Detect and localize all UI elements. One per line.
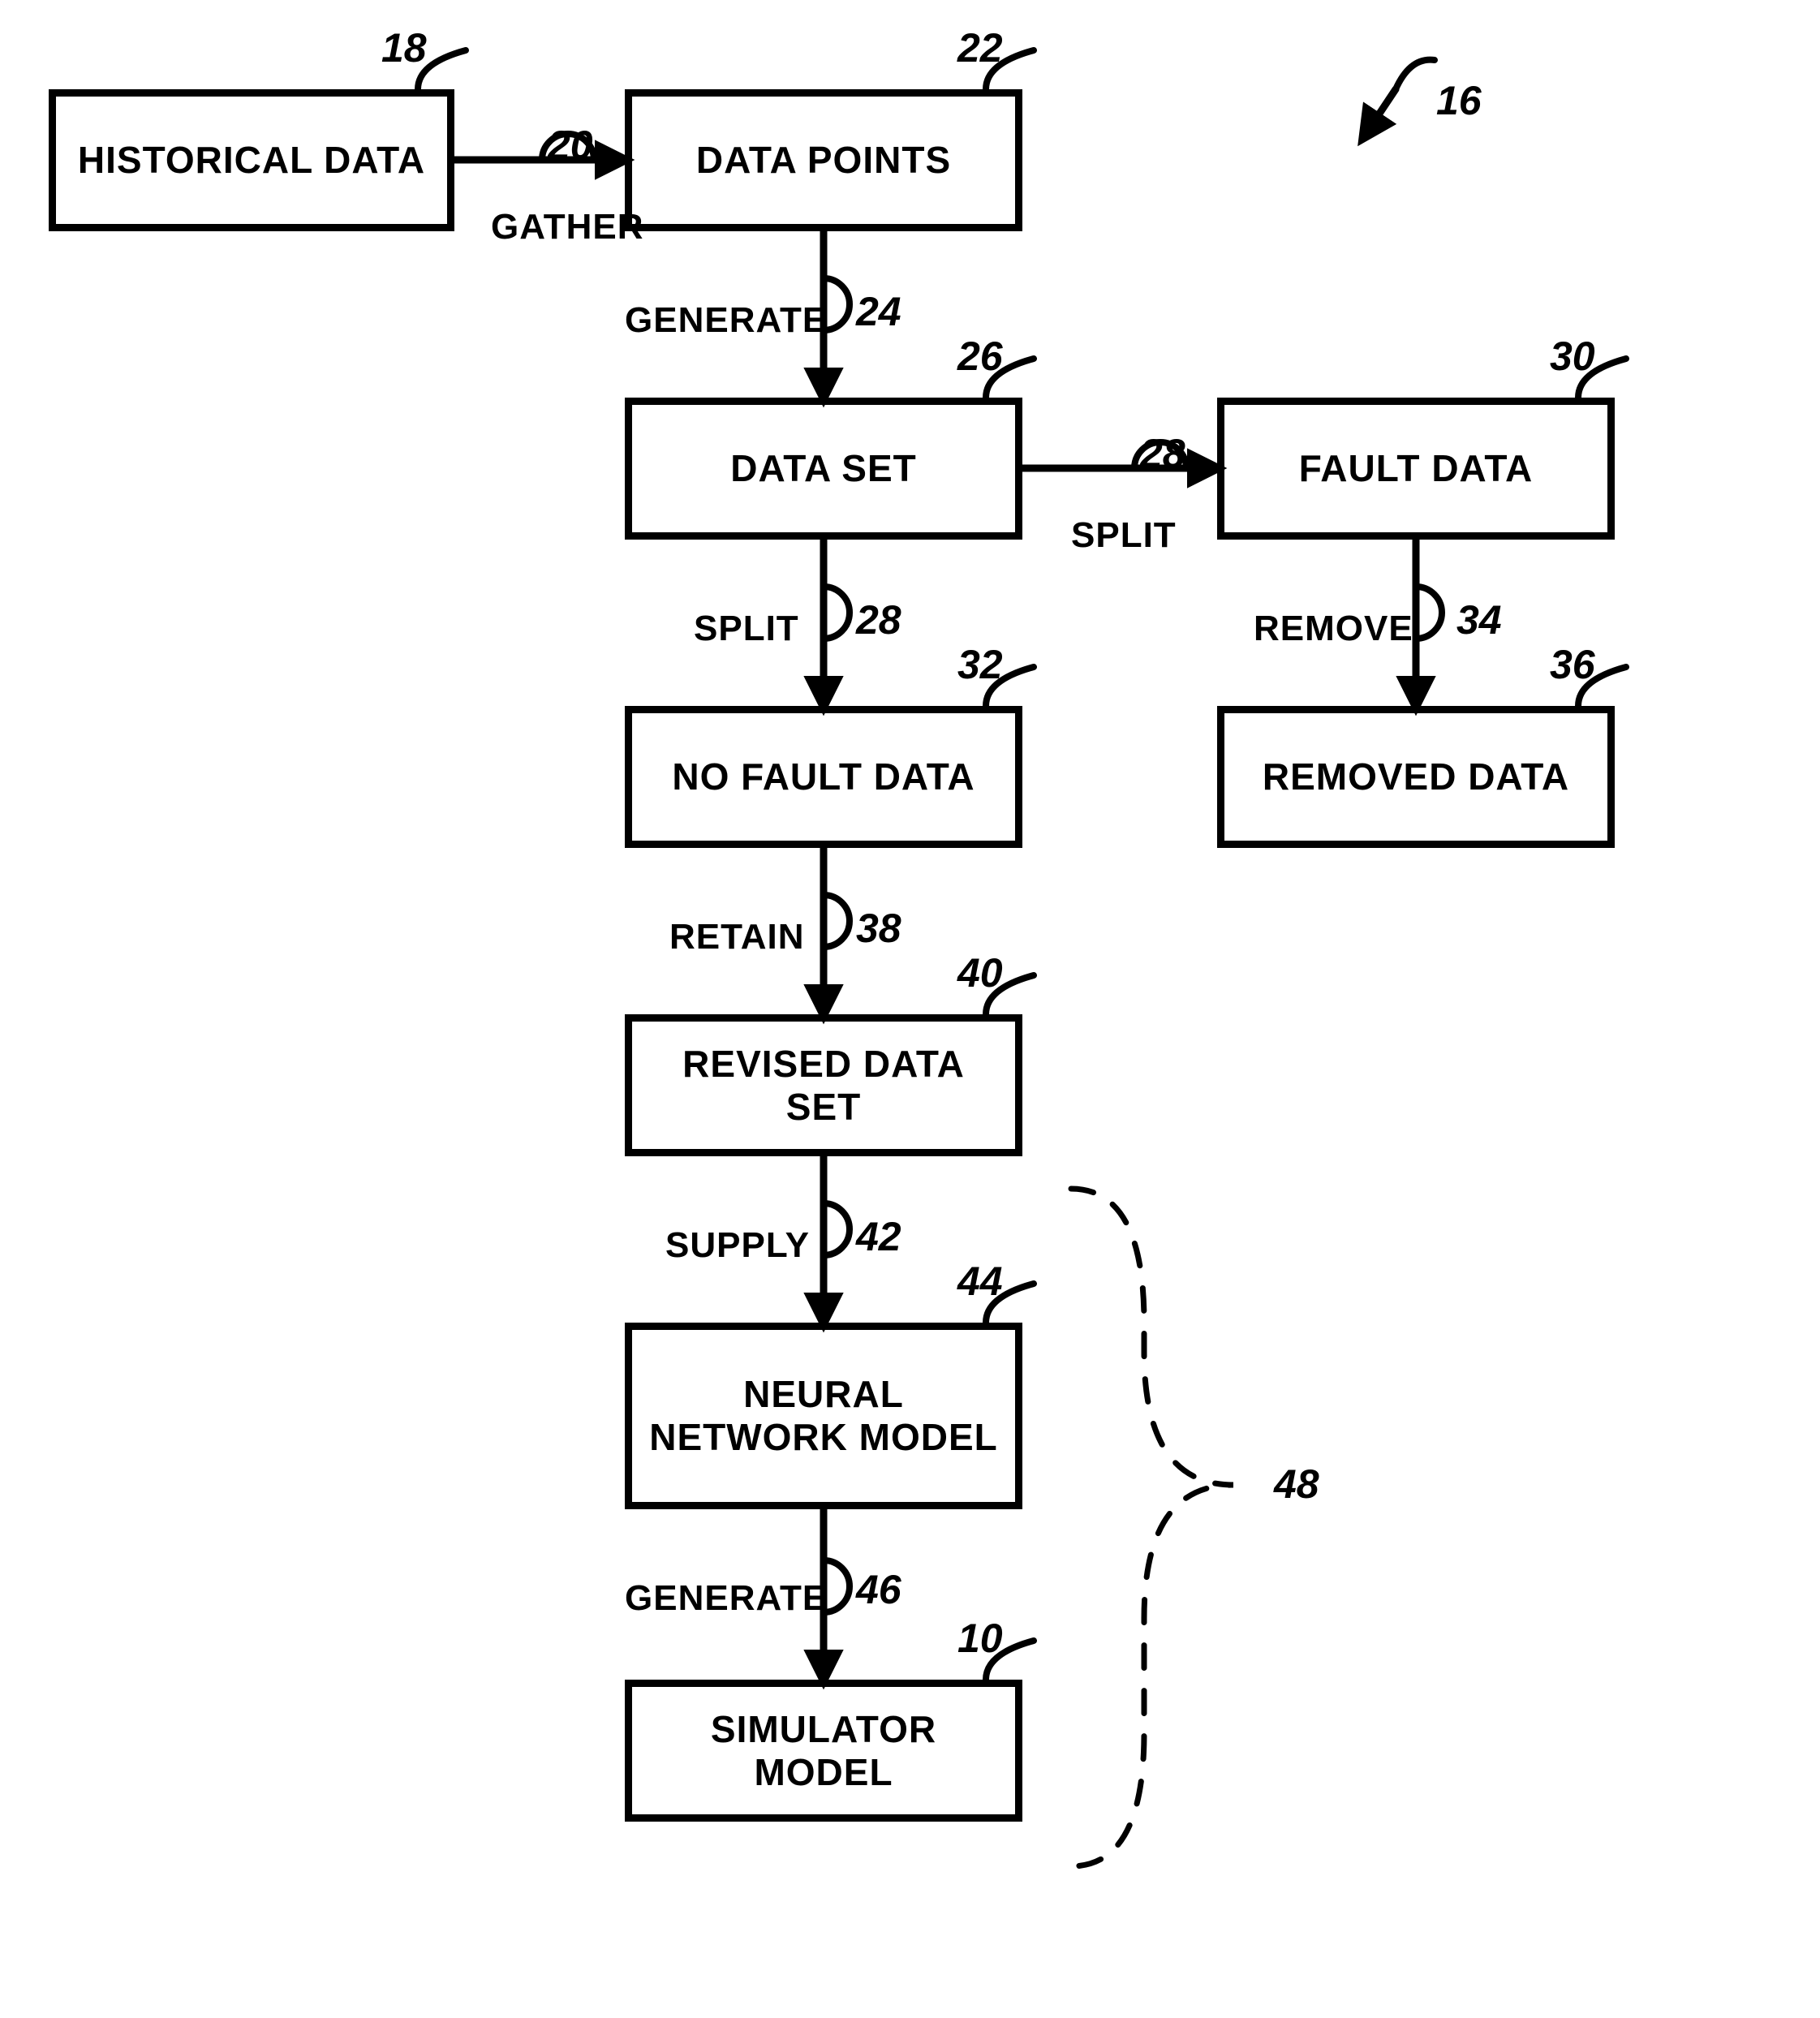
edge-label-remove: REMOVE	[1254, 609, 1413, 649]
node-label: FAULT DATA	[1299, 447, 1534, 490]
node-data-set: DATA SET	[625, 398, 1022, 540]
ref-num-48: 48	[1274, 1461, 1319, 1508]
edge-label-generate: GENERATE	[625, 300, 827, 341]
ref-num-38: 38	[856, 905, 901, 952]
node-historical-data: HISTORICAL DATA	[49, 89, 454, 231]
node-neural-network-model: NEURAL NETWORK MODEL	[625, 1323, 1022, 1509]
ref-num-44: 44	[957, 1258, 1003, 1305]
node-removed-data: REMOVED DATA	[1217, 706, 1615, 848]
edge-label-retain: RETAIN	[669, 917, 805, 957]
edge-label-split-h: SPLIT	[1071, 515, 1177, 556]
ref-num-36: 36	[1550, 641, 1595, 688]
node-fault-data: FAULT DATA	[1217, 398, 1615, 540]
ref-num-16: 16	[1436, 77, 1482, 124]
node-label: DATA POINTS	[696, 139, 951, 182]
ref-num-46: 46	[856, 1566, 901, 1613]
node-data-points: DATA POINTS	[625, 89, 1022, 231]
ref-num-30: 30	[1550, 333, 1595, 380]
ref-num-24: 24	[856, 288, 901, 335]
ref-num-28b: 28	[856, 596, 901, 643]
ref-num-18: 18	[381, 24, 427, 71]
ref-num-26: 26	[957, 333, 1003, 380]
ref-num-10: 10	[957, 1615, 1003, 1662]
edge-label-split-v: SPLIT	[694, 609, 799, 649]
node-label: NEURAL NETWORK MODEL	[648, 1373, 999, 1459]
node-label: SIMULATOR MODEL	[648, 1708, 999, 1794]
node-revised-data-set: REVISED DATA SET	[625, 1014, 1022, 1156]
edge-label-gather: GATHER	[491, 207, 644, 247]
ref-num-28a: 28	[1140, 430, 1185, 477]
ref-num-22: 22	[957, 24, 1003, 71]
ref-num-42: 42	[856, 1213, 901, 1260]
edge-label-generate2: GENERATE	[625, 1578, 827, 1619]
node-no-fault-data: NO FAULT DATA	[625, 706, 1022, 848]
node-label: DATA SET	[730, 447, 916, 490]
edge-label-supply: SUPPLY	[665, 1225, 810, 1266]
flowchart-stage: HISTORICAL DATA DATA POINTS DATA SET FAU…	[0, 0, 1820, 2018]
ref-num-32: 32	[957, 641, 1003, 688]
ref-num-40: 40	[957, 949, 1003, 996]
node-label: REVISED DATA SET	[648, 1043, 999, 1129]
ref-num-20: 20	[548, 122, 593, 169]
node-label: HISTORICAL DATA	[78, 139, 425, 182]
node-label: NO FAULT DATA	[672, 755, 975, 798]
node-label: REMOVED DATA	[1263, 755, 1569, 798]
node-simulator-model: SIMULATOR MODEL	[625, 1680, 1022, 1822]
ref-num-34: 34	[1456, 596, 1502, 643]
